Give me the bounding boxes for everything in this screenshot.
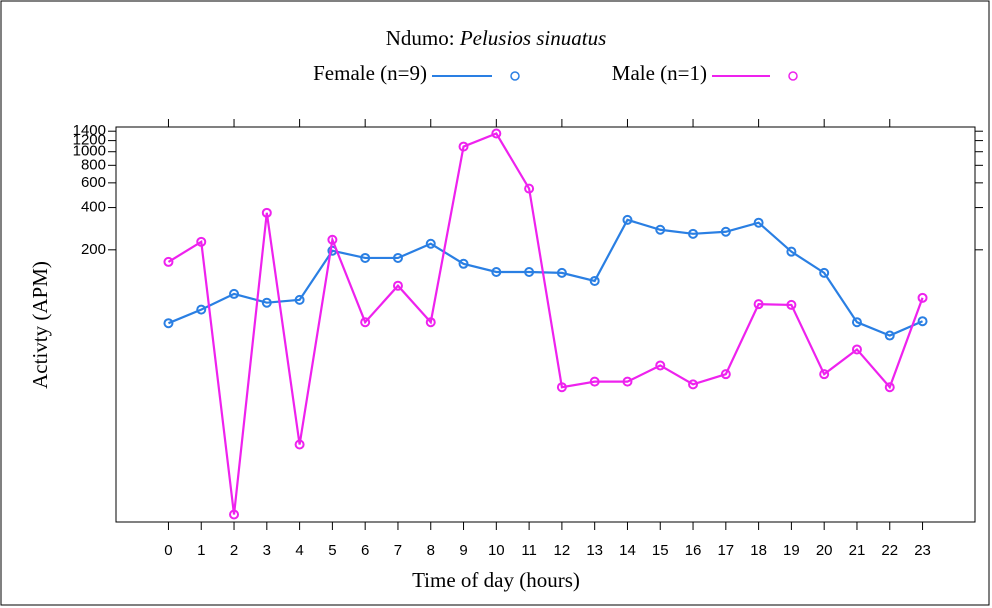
x-tick-label: 9 [459,542,467,559]
data-point [524,183,535,194]
x-tick-label: 22 [881,542,898,559]
data-point [786,299,797,310]
data-point [753,217,764,228]
y-tick-label: 200 [81,241,106,258]
x-tick-label: 21 [849,542,866,559]
data-point [163,318,174,329]
data-point [458,141,469,152]
x-tick-label: 17 [717,542,734,559]
y-axis-label: Activty (APM) [28,261,52,389]
data-point [884,330,895,341]
data-point [229,509,240,520]
x-tick-label: 14 [619,542,636,559]
data-point [491,266,502,277]
chart-title: Ndumo: Pelusios sinuatus [386,26,607,50]
data-point [392,280,403,291]
data-point [360,317,371,328]
data-point [229,288,240,299]
data-point [819,267,830,278]
data-point [327,234,338,245]
data-point [622,214,633,225]
data-point [556,382,567,393]
x-tick-label: 8 [427,542,435,559]
data-point [360,252,371,263]
y-tick-label: 1200 [73,132,106,149]
data-point [163,256,174,267]
data-point [556,267,567,278]
x-tick-label: 11 [521,542,537,559]
x-tick-label: 23 [914,542,931,559]
x-tick-label: 4 [295,542,303,559]
data-point [524,266,535,277]
data-point [425,238,436,249]
legend-marker [788,71,798,81]
data-point [425,317,436,328]
data-point [917,292,928,303]
x-tick-label: 20 [816,542,833,559]
x-tick-label: 3 [263,542,271,559]
data-point [261,207,272,218]
x-tick-label: 1 [197,542,205,559]
x-tick-label: 6 [361,542,369,559]
data-point [917,316,928,327]
data-point [294,439,305,450]
legend-marker [510,71,520,81]
legend-label: Male (n=1) [612,61,707,85]
data-point [720,369,731,380]
y-tick-label: 1400 [73,122,106,139]
data-point [294,294,305,305]
data-point [688,379,699,390]
series-line [167,132,924,515]
title-species: Pelusios sinuatus [459,26,606,50]
x-tick-label: 18 [750,542,767,559]
x-tick-label: 13 [586,542,603,559]
data-point [884,382,895,393]
y-tick-label: 400 [81,199,106,216]
data-point [786,246,797,257]
x-tick-label: 12 [554,542,571,559]
data-point [655,224,666,235]
x-tick-label: 7 [394,542,402,559]
data-point [589,376,600,387]
data-point [261,297,272,308]
data-point [819,369,830,380]
x-tick-label: 0 [164,542,172,559]
x-axis-label: Time of day (hours) [412,568,580,592]
data-point [491,128,502,139]
plot-border [115,126,976,523]
data-point [622,376,633,387]
data-point [753,299,764,310]
data-point [458,258,469,269]
y-tick-label: 800 [81,156,106,173]
data-point [196,304,207,315]
x-tick-label: 19 [783,542,800,559]
legend-label: Female (n=9) [313,61,427,85]
x-tick-label: 2 [230,542,238,559]
data-point [688,228,699,239]
data-point [655,360,666,371]
data-point [392,252,403,263]
data-point [851,344,862,355]
data-point [196,236,207,247]
data-point [720,226,731,237]
series-line [168,218,923,337]
data-point [589,275,600,286]
x-tick-label: 16 [685,542,702,559]
y-tick-label: 600 [81,174,106,191]
title-text: Ndumo: [386,26,455,50]
x-tick-label: 10 [488,542,505,559]
y-tick-label: 1000 [73,143,106,160]
data-point [851,317,862,328]
x-tick-label: 5 [328,542,336,559]
x-tick-label: 15 [652,542,669,559]
